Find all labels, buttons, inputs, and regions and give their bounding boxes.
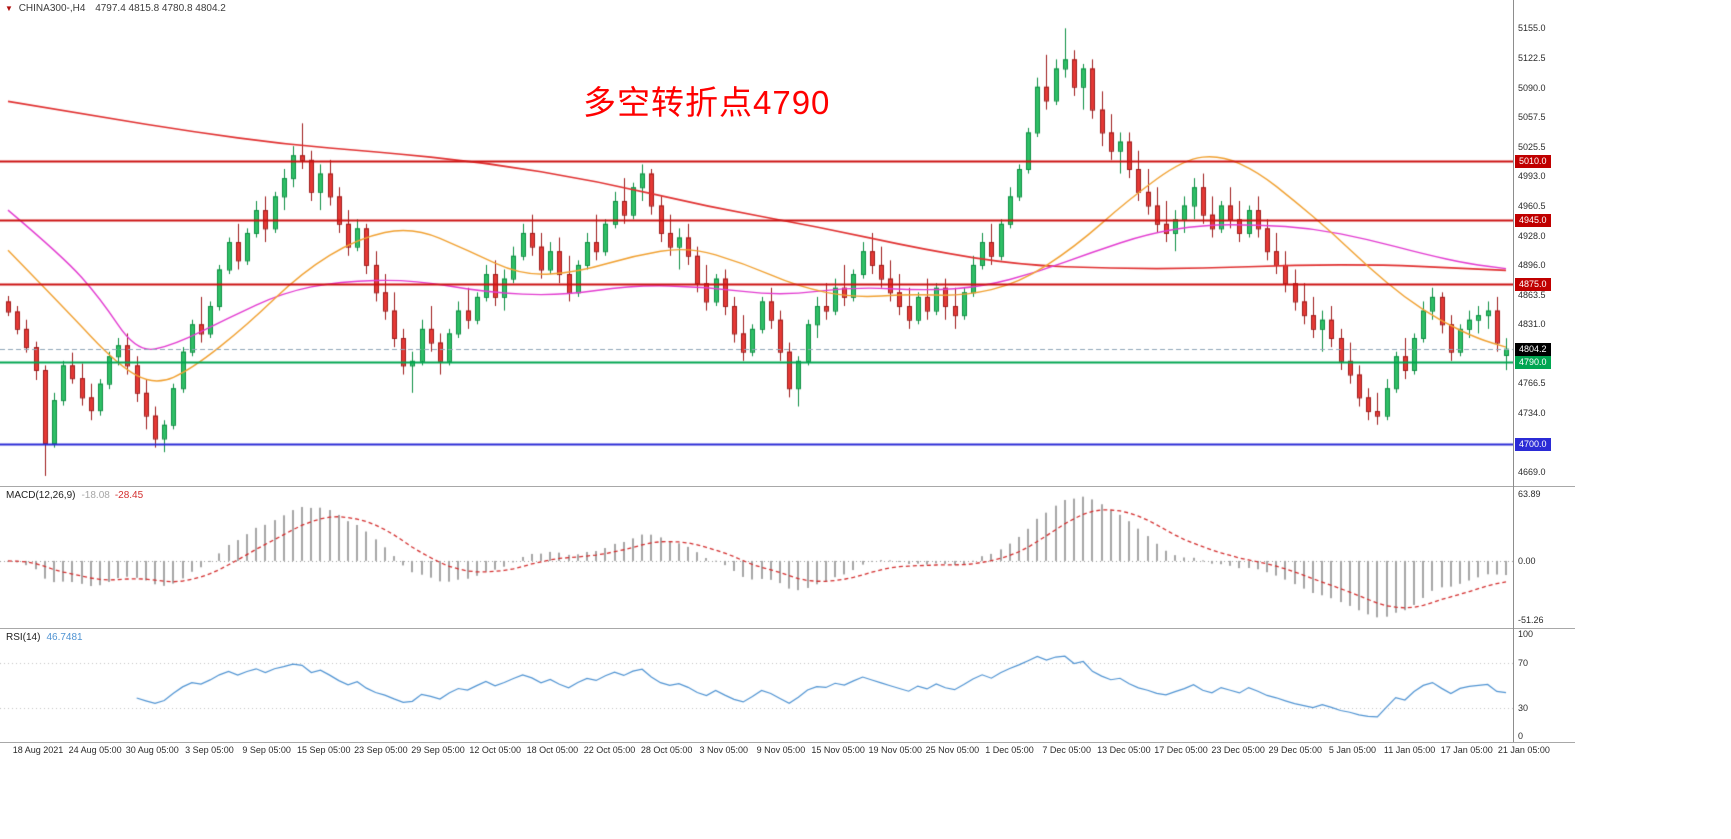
rsi-value: 46.7481 (46, 632, 83, 643)
date-tick-label: 24 Aug 05:00 (68, 745, 122, 755)
date-tick-label: 11 Jan 05:00 (1383, 745, 1436, 755)
date-tick-label: 30 Aug 05:00 (125, 745, 179, 755)
date-tick-label: 7 Dec 05:00 (1042, 745, 1091, 755)
panel-divider[interactable] (0, 486, 1575, 487)
price-level-badge-4790.0: 4790.0 (1515, 355, 1551, 369)
date-tick-label: 5 Jan 05:00 (1328, 745, 1376, 755)
date-tick-label: 29 Dec 05:00 (1268, 745, 1323, 755)
price-tick-label: 5057.5 (1518, 112, 1546, 123)
indicator-tick-label: 70 (1518, 657, 1529, 668)
date-tick-label: 1 Dec 05:00 (985, 745, 1034, 755)
price-tick-label: 4863.5 (1518, 289, 1546, 300)
indicator-tick-label: 30 (1518, 703, 1529, 714)
price-level-badge-4804.2: 4804.2 (1515, 342, 1551, 356)
date-tick-label: 13 Dec 05:00 (1097, 745, 1151, 755)
price-tick-label: 4993.0 (1518, 171, 1546, 182)
date-tick-label: 23 Dec 05:00 (1211, 745, 1265, 755)
macd-signal-value: -28.45 (114, 490, 144, 501)
chart-header: ▼ CHINA300-,H4 4797.4 4815.8 4780.8 4804… (5, 3, 226, 14)
price-tick-label: 5025.5 (1518, 141, 1546, 152)
date-tick-label: 15 Sep 05:00 (296, 745, 351, 755)
price-tick-label: 4928.0 (1518, 230, 1546, 241)
date-tick-label: 18 Aug 2021 (12, 745, 64, 755)
date-tick-label: 23 Sep 05:00 (354, 745, 408, 755)
indicator-tick-label: -51.26 (1518, 615, 1544, 625)
date-tick-label: 29 Sep 05:00 (411, 745, 465, 755)
indicator-tick-label: 100 (1518, 629, 1534, 639)
price-tick-label: 4896.0 (1518, 259, 1546, 270)
rsi-name-label: RSI(14) (6, 632, 41, 643)
panel-divider[interactable] (0, 628, 1575, 629)
date-tick-label: 15 Nov 05:00 (811, 745, 865, 755)
time-axis[interactable]: 18 Aug 2021 24 Aug 05:00 30 Aug 05:00 3 Sep… (0, 745, 1600, 760)
date-tick-label: 9 Nov 05:00 (756, 745, 806, 755)
date-tick-label: 28 Oct 05:00 (640, 745, 693, 755)
indicator-tick-label: 63.89 (1518, 489, 1541, 499)
ohlc-values-label: 4797.4 4815.8 4780.8 4804.2 (95, 3, 226, 14)
date-tick-label: 19 Nov 05:00 (868, 745, 923, 755)
price-level-badge-4945.0: 4945.0 (1515, 214, 1551, 228)
price-tick-label: 5122.5 (1518, 53, 1546, 63)
symbol-marker-icon: ▼ (5, 4, 13, 13)
date-tick-label: 22 Oct 05:00 (583, 745, 636, 755)
date-tick-label: 9 Sep 05:00 (242, 745, 291, 755)
macd-name-label: MACD(12,26,9) (6, 490, 76, 501)
price-tick-label: 5155.0 (1518, 23, 1546, 34)
price-tick-label: 4766.5 (1518, 378, 1546, 389)
price-tick-label: 5090.0 (1518, 82, 1546, 93)
date-tick-label: 12 Oct 05:00 (469, 745, 521, 755)
price-level-badge-4875.0: 4875.0 (1515, 278, 1551, 292)
price-tick-label: 4960.5 (1518, 201, 1546, 211)
chart-annotation-text[interactable]: 多空转折点4790 (583, 84, 831, 121)
price-tick-label: 4734.0 (1518, 407, 1546, 418)
date-tick-label: 17 Jan 05:00 (1440, 745, 1493, 755)
macd-canvas[interactable] (0, 487, 1513, 627)
price-tick-label: 4831.0 (1518, 319, 1546, 330)
rsi-indicator-label: RSI(14) 46.7481 (6, 632, 83, 643)
price-tick-label: 4669.0 (1518, 467, 1546, 478)
panel-divider (0, 742, 1575, 743)
date-tick-label: 25 Nov 05:00 (925, 745, 980, 755)
date-tick-label: 21 Jan 05:00 (1497, 745, 1550, 755)
macd-main-value: -18.08 (81, 490, 110, 501)
indicator-tick-label: 0 (1518, 731, 1524, 741)
chart-content: ▼ CHINA300-,H4 4797.4 4815.8 4780.8 4804… (0, 0, 1575, 755)
price-chart-canvas[interactable] (0, 0, 1513, 486)
price-level-badge-5010.0: 5010.0 (1515, 154, 1551, 168)
price-level-badge-4700.0: 4700.0 (1515, 437, 1551, 451)
rsi-canvas[interactable] (0, 629, 1513, 742)
date-tick-label: 18 Oct 05:00 (526, 745, 579, 755)
macd-indicator-label: MACD(12,26,9) -18.08 -28.45 (6, 490, 143, 501)
symbol-period-label: CHINA300-,H4 (18, 3, 86, 14)
date-tick-label: 3 Nov 05:00 (699, 745, 749, 755)
date-tick-label: 17 Dec 05:00 (1154, 745, 1208, 755)
indicator-tick-label: 0.00 (1518, 555, 1536, 566)
price-axis-line (1513, 0, 1514, 742)
date-tick-label: 3 Sep 05:00 (185, 745, 234, 755)
